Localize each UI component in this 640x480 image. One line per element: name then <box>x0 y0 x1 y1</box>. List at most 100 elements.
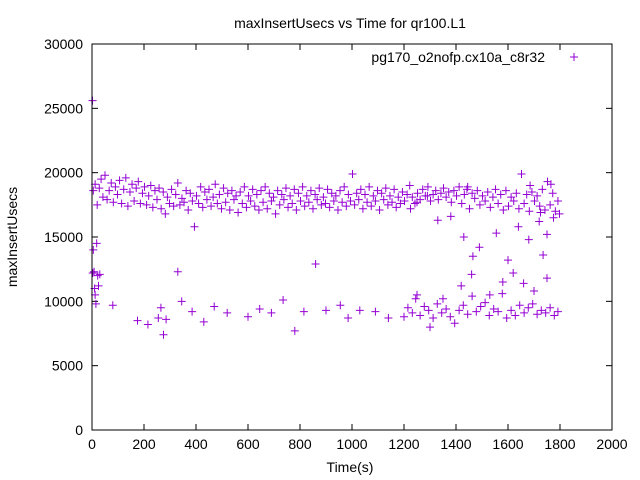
data-point <box>377 189 386 198</box>
data-point <box>546 200 555 209</box>
data-point <box>504 256 512 265</box>
data-point <box>133 316 142 325</box>
legend-marker-symbol <box>570 53 578 61</box>
data-point <box>346 196 355 205</box>
y-axis-ticks: 0 5000 10000 15000 20000 25000 30000 <box>44 36 612 438</box>
data-point <box>125 187 134 196</box>
data-point <box>548 189 557 198</box>
data-point <box>105 186 114 195</box>
x-tick-label: 0 <box>88 436 96 452</box>
data-point <box>371 196 380 205</box>
data-point <box>385 191 394 200</box>
data-point <box>144 191 153 200</box>
data-point <box>485 311 494 320</box>
data-point <box>95 270 104 279</box>
data-point <box>210 302 219 311</box>
data-point <box>98 193 107 202</box>
data-point <box>163 193 172 202</box>
data-point <box>392 203 401 212</box>
data-point <box>229 195 238 204</box>
data-point <box>88 96 97 105</box>
data-point <box>439 184 448 193</box>
data-point <box>388 198 397 207</box>
data-point <box>94 281 103 290</box>
data-point <box>119 185 128 194</box>
data-point <box>459 233 468 241</box>
x-axis-ticks: 0 200 400 600 800 1000 1200 1400 1600 1800 2000 <box>88 44 628 452</box>
data-point <box>177 297 186 306</box>
data-point <box>273 186 282 195</box>
data-point <box>519 279 528 288</box>
data-point <box>246 196 255 205</box>
data-point <box>188 196 197 205</box>
data-point <box>507 306 516 315</box>
data-point <box>431 186 440 195</box>
data-point <box>553 196 562 205</box>
data-point <box>460 190 469 199</box>
data-point <box>473 186 482 195</box>
data-point <box>420 302 429 311</box>
data-point <box>499 205 508 214</box>
data-point <box>333 205 342 214</box>
data-point <box>108 301 117 310</box>
x-tick-label: 1200 <box>388 436 419 452</box>
data-point <box>223 189 232 198</box>
data-point <box>546 303 555 312</box>
data-point <box>413 189 422 198</box>
data-point <box>526 181 535 190</box>
data-point <box>311 260 320 269</box>
data-point <box>313 195 322 204</box>
data-point <box>501 186 510 195</box>
data-point <box>240 182 249 191</box>
data-point <box>384 314 393 323</box>
data-point <box>555 209 564 218</box>
data-point <box>173 178 182 187</box>
legend: pg170_o2nofp.cx10a_c8r32 <box>371 49 578 65</box>
data-point <box>148 203 157 212</box>
data-point <box>483 187 492 196</box>
data-point <box>296 196 305 205</box>
data-point <box>267 196 276 205</box>
data-point <box>442 193 451 202</box>
data-point <box>196 182 205 191</box>
data-point <box>259 198 268 207</box>
data-point <box>383 200 392 209</box>
data-point <box>459 301 468 310</box>
legend-marker <box>570 53 578 61</box>
data-point <box>331 191 340 200</box>
data-point <box>317 200 326 209</box>
data-point <box>344 314 353 323</box>
data-point <box>267 308 276 317</box>
x-tick-label: 600 <box>236 436 260 452</box>
data-point <box>527 187 536 196</box>
data-point <box>294 189 303 198</box>
data-point <box>450 319 459 328</box>
data-point <box>543 230 551 239</box>
data-point <box>134 177 143 186</box>
data-point <box>190 222 199 231</box>
data-point <box>130 196 139 205</box>
data-point <box>475 200 484 209</box>
data-point <box>117 199 126 208</box>
data-point <box>400 312 408 321</box>
data-point <box>299 307 308 316</box>
data-point <box>288 199 297 208</box>
data-point <box>476 302 485 311</box>
data-point <box>509 196 518 205</box>
data-point <box>175 200 184 209</box>
data-point <box>223 308 232 317</box>
data-point <box>361 190 369 199</box>
data-point <box>433 299 442 308</box>
data-point <box>219 184 228 193</box>
data-point <box>541 308 550 317</box>
data-point <box>205 185 213 194</box>
data-point <box>411 294 420 303</box>
data-point <box>167 185 176 194</box>
data-point <box>261 182 270 191</box>
chart-title: maxInsertUsecs vs Time for qr100.L1 <box>234 15 466 31</box>
data-point <box>225 205 234 214</box>
data-point <box>211 180 220 189</box>
data-point <box>546 180 555 189</box>
data-point <box>173 267 182 276</box>
data-point <box>365 182 374 191</box>
